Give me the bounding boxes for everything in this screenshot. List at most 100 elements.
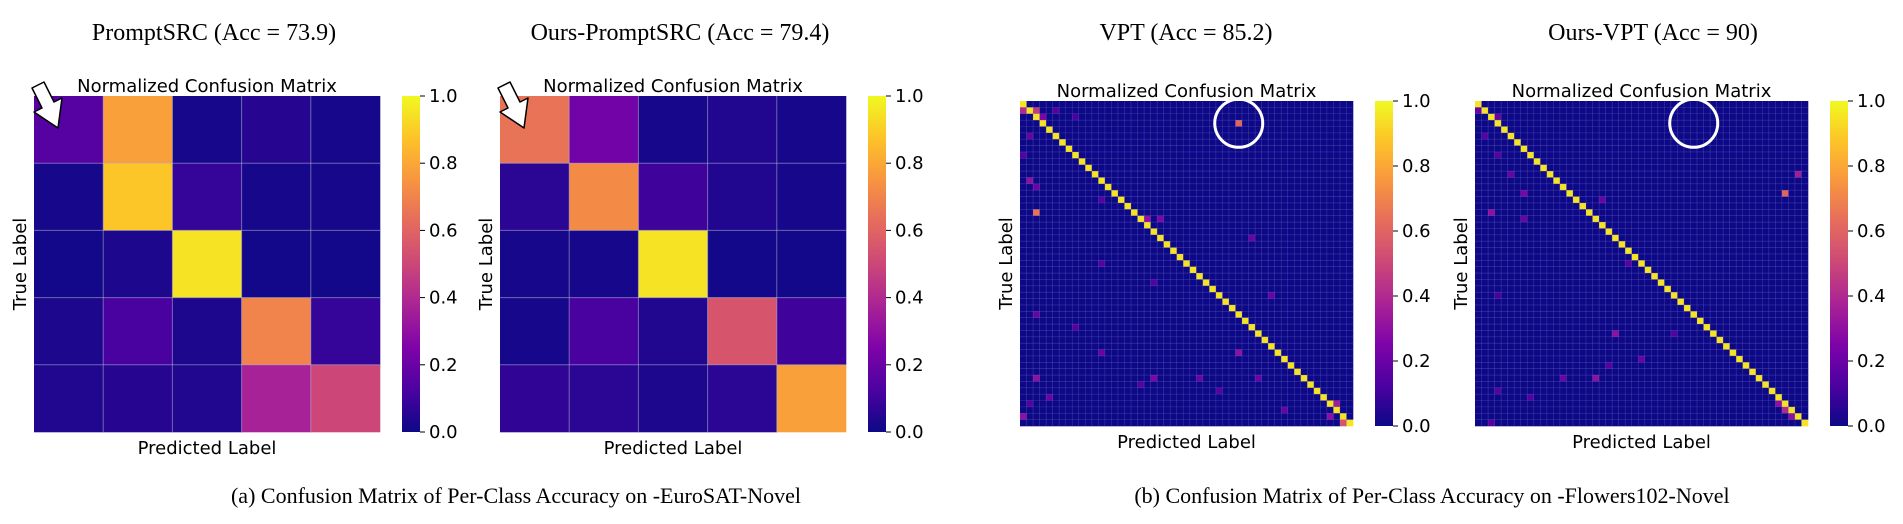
- cell-r42-c37: [1261, 368, 1269, 376]
- cell-r3-c37: [1261, 120, 1269, 127]
- cell-r19-c17: [1131, 222, 1138, 229]
- cell-r9-c26: [1644, 158, 1652, 166]
- cell-r25-c34: [1242, 260, 1249, 267]
- cell-r26-c9: [1078, 266, 1086, 274]
- cell-r3-c21: [1157, 120, 1164, 127]
- cell-r17-c9: [1078, 209, 1086, 216]
- cell-r23-c36: [1255, 247, 1262, 255]
- cell-r28-c50: [1346, 279, 1354, 287]
- cell-r36-c27: [1651, 330, 1659, 338]
- cell-r15-c42: [1749, 196, 1757, 204]
- cell-r23-c43: [1755, 247, 1763, 255]
- cell-r26-c26: [1189, 266, 1197, 274]
- cell-r2-c48: [1333, 113, 1341, 121]
- cell-r46-c29: [1209, 394, 1217, 401]
- cell-r50-c36: [1255, 419, 1262, 427]
- cell-r36-c35: [1703, 330, 1711, 338]
- x-axis-label: Predicted Label: [1572, 432, 1711, 453]
- cell-r9-c18: [1137, 158, 1145, 166]
- cell-r26-c14: [1111, 266, 1119, 274]
- cell-r33-c20: [1150, 311, 1158, 318]
- cell-r3-c31: [1677, 120, 1685, 127]
- cell-r9-c43: [1755, 158, 1763, 166]
- cell-r41-c46: [1775, 362, 1783, 369]
- cell-r36-c39: [1274, 330, 1282, 338]
- cell-r7-c43: [1300, 145, 1308, 153]
- cell-r19-c48: [1788, 222, 1796, 229]
- cell-r15-c20: [1150, 196, 1158, 204]
- cell-r36-c23: [1625, 330, 1633, 338]
- cell-r19-c31: [1677, 222, 1685, 229]
- cell-r37-c28: [1202, 336, 1210, 344]
- cell-r30-c9: [1533, 292, 1541, 299]
- cell-r1-c2: [1033, 107, 1040, 115]
- cell-r3-c33: [1690, 120, 1698, 127]
- cell-r10-c12: [1553, 164, 1561, 172]
- matrix-cells: [1020, 101, 1354, 427]
- cell-r37-c37: [1716, 336, 1724, 344]
- cell-r21-c11: [1091, 234, 1099, 242]
- cell-r17-c6: [1514, 209, 1522, 216]
- cell-r5-c5: [1052, 132, 1060, 140]
- cell-r25-c16: [1579, 260, 1587, 267]
- cell-r38-c42: [1294, 343, 1302, 350]
- cell-r14-c31: [1677, 190, 1685, 197]
- cell-r34-c3: [1494, 317, 1502, 325]
- cell-r13-c7: [1065, 183, 1073, 191]
- cell-r42-c23: [1170, 368, 1178, 376]
- cell-r17-c31: [1677, 209, 1685, 216]
- cell-r17-c16: [1124, 209, 1132, 216]
- cell-r28-c40: [1736, 279, 1744, 287]
- cell-r15-c45: [1313, 196, 1321, 204]
- cell-r33-c27: [1196, 311, 1204, 318]
- cell-r42-c34: [1242, 368, 1249, 376]
- cell-r47-c31: [1222, 400, 1230, 408]
- cell-r7-c14: [1566, 145, 1574, 153]
- cell-r47-c45: [1313, 400, 1321, 408]
- cell-r23-c2: [1488, 247, 1495, 255]
- cell-r30-c37: [1261, 292, 1269, 299]
- cell-r44-c15: [1117, 381, 1125, 389]
- cell-r48-c36: [1255, 406, 1262, 414]
- y-axis-label: True Label: [10, 218, 31, 312]
- cell-r17-c2: [1033, 209, 1040, 216]
- cell-r20-c23: [1170, 228, 1178, 236]
- cell-r25-c49: [1794, 260, 1802, 267]
- cell-r24-c49: [1339, 253, 1347, 261]
- cell-r4-c34: [1242, 126, 1249, 134]
- cell-r17-c22: [1618, 209, 1626, 216]
- cell-r21-c26: [1644, 234, 1652, 242]
- cell-r25-c29: [1664, 260, 1672, 267]
- cell-r11-c22: [1163, 171, 1171, 178]
- cell-r17-c44: [1307, 209, 1315, 216]
- cell-r17-c13: [1559, 209, 1567, 216]
- cell-r29-c18: [1137, 285, 1145, 293]
- cell-r20-c23: [1625, 228, 1633, 236]
- cell-r0-c4: [1501, 101, 1508, 108]
- cell-r17-c37: [1261, 209, 1269, 216]
- cell-r0-c12: [1098, 101, 1106, 108]
- cell-r20-c29: [1664, 228, 1672, 236]
- cell-r46-c13: [1104, 394, 1112, 401]
- cell-r23-c29: [1209, 247, 1217, 255]
- cell-r6-c19: [1599, 139, 1606, 146]
- cell-r17-c46: [1320, 209, 1328, 216]
- cell-r20-c37: [1261, 228, 1269, 236]
- cell-r22-c13: [1559, 241, 1567, 248]
- cell-r24-c26: [1644, 253, 1652, 261]
- cell-r0-c5: [1507, 101, 1515, 108]
- cell-r20-c8: [1527, 228, 1535, 236]
- cell-r1-c48: [1333, 107, 1341, 115]
- cell-r22-c32: [1228, 241, 1236, 248]
- cell-r37-c16: [1124, 336, 1132, 344]
- cell-r7-c4: [1046, 145, 1053, 153]
- cell-r19-c11: [1091, 222, 1099, 229]
- cell-r38-c47: [1326, 343, 1334, 350]
- cell-r13-c16: [1579, 183, 1587, 191]
- cell-r7-c14: [1111, 145, 1119, 153]
- cell-r10-c37: [1716, 164, 1724, 172]
- cell-r21-c11: [1546, 234, 1554, 242]
- cell-r34-c36: [1710, 317, 1717, 325]
- cell-r34-c32: [1683, 317, 1691, 325]
- cell-r44-c7: [1065, 381, 1073, 389]
